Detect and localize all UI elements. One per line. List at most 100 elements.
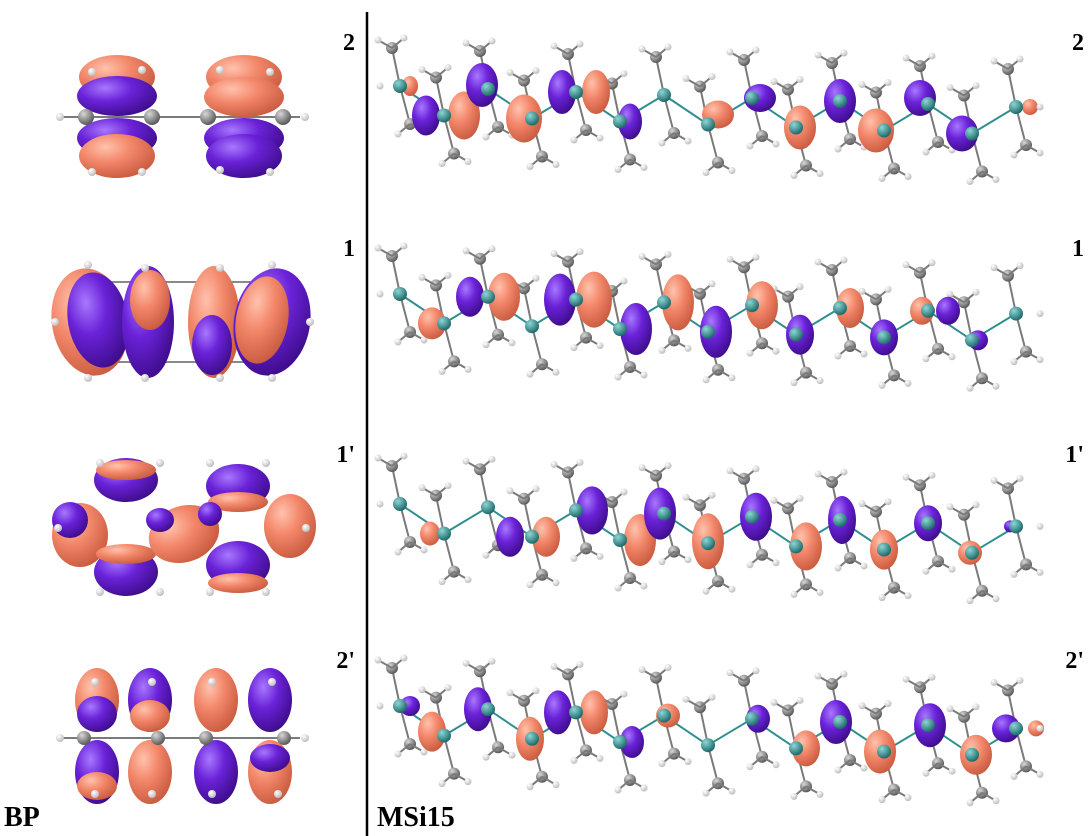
hydrogen-atom: [444, 482, 452, 490]
hydrogen-atom: [752, 667, 760, 675]
silicon-atom: [701, 738, 715, 753]
silicon-atom: [657, 506, 671, 521]
hydrogen-atom: [266, 168, 274, 176]
hydrogen-atom: [1010, 772, 1018, 780]
hydrogen-atom: [54, 524, 62, 532]
orbital-lobe-negative: [576, 486, 608, 535]
hydrogen-atom: [526, 370, 534, 378]
hydrogen-atom: [156, 588, 164, 596]
hydrogen-atom: [148, 678, 156, 686]
silicon-atom: [437, 316, 451, 331]
silicon-atom: [701, 536, 715, 551]
hydrogen-atom: [570, 756, 578, 764]
hydrogen-atom: [302, 524, 310, 532]
bond: [707, 717, 753, 747]
hydrogen-atom: [726, 255, 734, 263]
hydrogen-atom: [746, 763, 754, 771]
hydrogen-atom: [834, 352, 842, 360]
orbital-lobe-positive: [662, 274, 694, 331]
hydrogen-atom: [752, 253, 760, 261]
hydrogen-atom: [488, 657, 496, 665]
hydrogen-atom: [506, 69, 514, 76]
hydrogen-atom: [972, 501, 980, 509]
silicon-atom: [877, 330, 891, 345]
silicon-atom: [613, 533, 627, 547]
hydrogen-atom: [682, 75, 690, 82]
hydrogen-atom: [770, 78, 778, 85]
hydrogen-atom: [702, 587, 710, 595]
silicon-atom: [525, 529, 539, 544]
hydrogen-atom: [884, 700, 892, 708]
hydrogen-atom: [814, 258, 822, 266]
silicon-atom: [393, 79, 407, 93]
orbital-lobe-positive: [235, 276, 289, 364]
hydrogen-atom: [922, 769, 930, 777]
hydrogen-atom: [992, 595, 1000, 603]
hydrogen-atom: [570, 136, 578, 144]
silicon-atom: [1009, 721, 1023, 736]
orbital-lobe-positive: [858, 108, 894, 153]
orbital-label-1-prime: 1': [336, 442, 355, 468]
silicon-atom: [481, 82, 495, 96]
hydrogen-atom: [576, 660, 584, 668]
hydrogen-atom: [552, 368, 560, 376]
hydrogen-atom: [394, 130, 402, 138]
hydrogen-atom: [138, 168, 146, 176]
orbital-lobe-negative: [206, 134, 282, 178]
silicon-atom: [481, 500, 495, 515]
carbon-atom: [151, 731, 165, 745]
hydrogen-atom: [972, 288, 980, 296]
hydrogen-atom: [156, 459, 164, 467]
silicon-atom: [569, 705, 583, 720]
orbital-label-2-right: 2: [1072, 30, 1084, 56]
orbital-lobe-positive: [130, 700, 170, 732]
orbital-label-2: 2: [343, 30, 355, 56]
hydrogen-atom: [301, 113, 309, 121]
hydrogen-atom: [1016, 55, 1024, 63]
silicon-atom: [1009, 519, 1023, 534]
hydrogen-atom: [834, 766, 842, 774]
orbital-lobe-positive: [420, 521, 440, 546]
hydrogen-atom: [1036, 149, 1044, 157]
hydrogen-atom: [206, 459, 214, 467]
hydrogen-atom: [376, 702, 384, 710]
orbital-lobe-negative: [194, 740, 238, 804]
hydrogen-atom: [506, 487, 514, 495]
hydrogen-atom: [966, 799, 974, 807]
hydrogen-atom: [268, 678, 276, 686]
hydrogen-atom: [148, 790, 156, 798]
silicon-atom: [965, 126, 979, 141]
hydrogen-atom: [948, 565, 956, 573]
silicon-atom: [833, 94, 847, 108]
orbital-lobe-negative: [544, 273, 576, 326]
hydrogen-atom: [88, 168, 96, 176]
hydrogen-atom: [306, 318, 314, 326]
silicon-atom: [481, 702, 495, 717]
silicon-atom: [657, 88, 671, 102]
hydrogen-atom: [1016, 474, 1024, 482]
hydrogen-atom: [614, 373, 622, 381]
hydrogen-atom: [796, 494, 804, 502]
silicon-atom: [613, 322, 627, 336]
hydrogen-atom: [708, 491, 716, 499]
hydrogen-atom: [462, 457, 470, 465]
orbital-lobe-positive: [532, 516, 560, 557]
hydrogen-atom: [946, 290, 954, 298]
hydrogen-atom: [796, 283, 804, 291]
hydrogen-atom: [532, 67, 540, 74]
silicon-atom: [481, 289, 495, 304]
hydrogen-atom: [96, 459, 104, 467]
bp-orbitals: [51, 55, 316, 804]
hydrogen-atom: [374, 454, 382, 462]
hydrogen-atom: [482, 341, 490, 349]
hydrogen-atom: [488, 37, 496, 45]
hydrogen-atom: [640, 784, 648, 792]
orbital-lobe-negative: [52, 502, 88, 538]
orbital-lobe-positive: [1022, 99, 1038, 115]
hydrogen-atom: [56, 113, 64, 121]
hydrogen-atom: [902, 261, 910, 269]
hydrogen-atom: [138, 66, 146, 74]
hydrogen-atom: [770, 496, 778, 504]
hydrogen-atom: [462, 39, 470, 47]
silicon-atom: [1009, 100, 1023, 114]
